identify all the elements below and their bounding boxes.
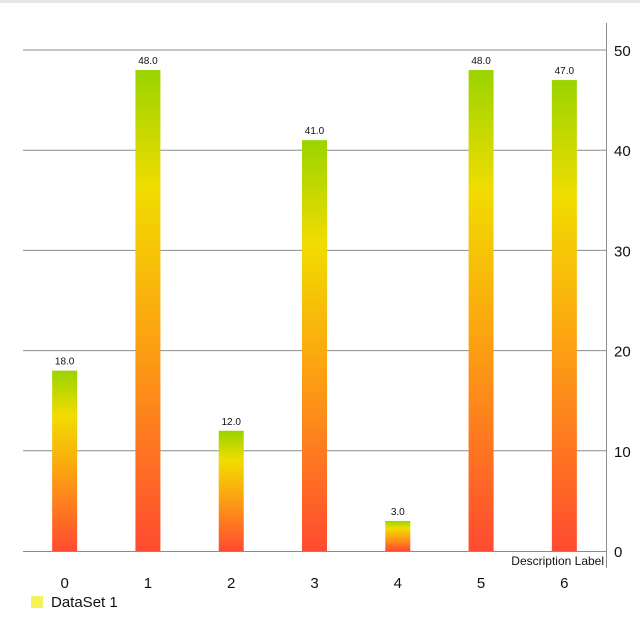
bar-value-label: 41.0 bbox=[305, 126, 325, 137]
bar-value-label: 48.0 bbox=[138, 56, 158, 67]
top-bar bbox=[0, 0, 640, 3]
bar-value-label: 48.0 bbox=[471, 56, 491, 67]
legend-label: DataSet 1 bbox=[51, 593, 118, 611]
x-tick-label: 3 bbox=[310, 575, 318, 592]
bar-value-label: 18.0 bbox=[55, 357, 75, 368]
y-tick-label: 50 bbox=[614, 43, 631, 60]
x-tick-label: 6 bbox=[560, 575, 568, 592]
bar[interactable] bbox=[52, 370, 78, 551]
x-tick-label: 1 bbox=[144, 575, 152, 592]
bar[interactable] bbox=[551, 80, 577, 551]
y-tick-label: 20 bbox=[614, 344, 631, 361]
x-tick-label: 5 bbox=[477, 575, 485, 592]
bar-value-label: 47.0 bbox=[555, 66, 575, 77]
x-tick-label: 4 bbox=[394, 575, 402, 592]
y-tick-label: 40 bbox=[614, 143, 631, 160]
description-label: Description Label bbox=[511, 554, 604, 568]
bar[interactable] bbox=[218, 430, 244, 551]
bar[interactable] bbox=[385, 520, 411, 551]
y-tick-label: 30 bbox=[614, 243, 631, 260]
legend: DataSet 1 bbox=[31, 592, 118, 612]
y-tick-label: 0 bbox=[614, 544, 622, 561]
bar-value-label: 12.0 bbox=[221, 417, 241, 428]
bar[interactable] bbox=[302, 140, 327, 551]
bar[interactable] bbox=[135, 70, 161, 551]
bar-value-label: 3.0 bbox=[391, 507, 405, 518]
legend-swatch bbox=[31, 596, 43, 608]
bar[interactable] bbox=[468, 70, 494, 551]
y-tick-label: 10 bbox=[614, 444, 631, 461]
x-tick-label: 0 bbox=[60, 575, 68, 592]
x-tick-label: 2 bbox=[227, 575, 235, 592]
